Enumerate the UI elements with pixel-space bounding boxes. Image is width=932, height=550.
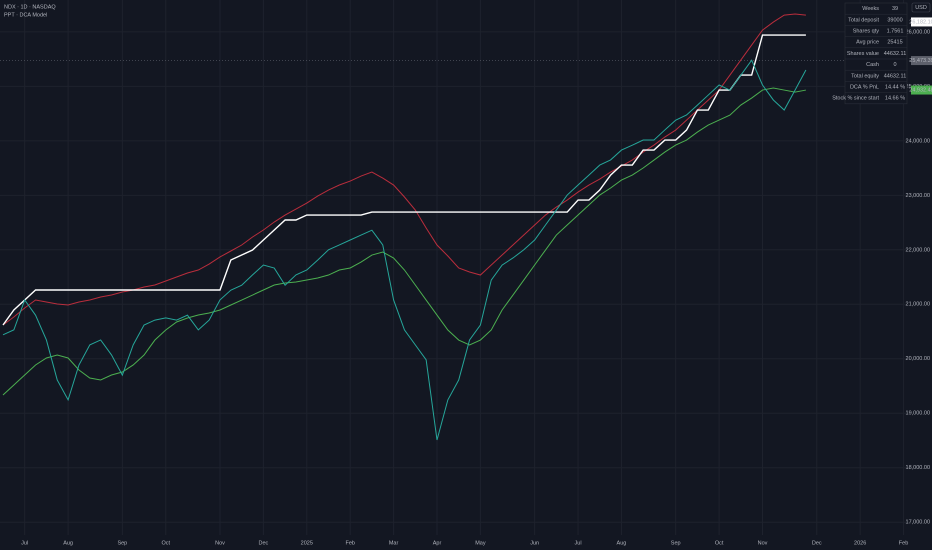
x-tick-label: Jun — [530, 540, 539, 546]
x-tick-label: Nov — [758, 540, 768, 546]
table-value: 39 — [892, 6, 898, 12]
x-tick-label: Aug — [617, 540, 627, 546]
x-tick-label: Apr — [433, 540, 442, 546]
y-tick-label: 22,000.00 — [906, 247, 930, 253]
price-tag-label: 24,932.48 — [909, 87, 932, 93]
stats-table — [844, 2, 908, 105]
x-tick-label: May — [475, 540, 486, 546]
table-label: Total deposit — [848, 17, 879, 23]
x-tick-label: Oct — [715, 540, 724, 546]
x-tick-label: Jul — [21, 540, 28, 546]
table-label: DCA % PnL — [850, 84, 879, 90]
x-tick-label: Dec — [259, 540, 269, 546]
x-tick-label: Dec — [812, 540, 822, 546]
y-tick-label: 19,000.00 — [906, 411, 930, 417]
currency: USD — [915, 5, 927, 11]
series-line — [2, 87, 806, 396]
table-label: Stock % since start — [832, 96, 879, 102]
table-value: 14.66 % — [885, 96, 905, 102]
series-line — [2, 13, 806, 326]
x-tick-label: Feb — [899, 540, 908, 546]
currency-box — [911, 2, 931, 13]
table-label: Weeks — [862, 6, 879, 12]
y-tick-label: 20,000.00 — [906, 356, 930, 362]
series-line — [2, 59, 807, 441]
indicator-header: PPT · DCA Model — [4, 12, 47, 18]
y-tick-label: 26,000.00 — [906, 29, 930, 35]
table-label: Avg price — [856, 40, 879, 46]
x-tick-label: 2026 — [854, 540, 866, 546]
table-label: Total equity — [851, 73, 879, 79]
price-tag-label: 26,182.10 — [909, 19, 932, 25]
table-value: 0 — [893, 62, 896, 68]
price-tag — [911, 85, 932, 95]
table-label: Cash — [866, 62, 879, 68]
y-tick-label: 23,000.00 — [906, 193, 930, 199]
table-label: Shares qty — [853, 28, 880, 34]
x-tick-label: Mar — [389, 540, 399, 546]
price-tag — [911, 56, 932, 66]
price-tag-label: 25,473.39 — [909, 58, 932, 64]
x-tick-label: 2025 — [301, 540, 313, 546]
symbol-header: NDX · 1D · NASDAQ — [4, 4, 56, 10]
table-value: 25415 — [887, 40, 902, 46]
x-tick-label: Sep — [671, 540, 681, 546]
x-tick-label: Oct — [161, 540, 170, 546]
table-value: 14.44 % — [885, 84, 905, 90]
table-value: 1.7561 — [887, 28, 904, 34]
table-value: 39000 — [887, 17, 902, 23]
x-tick-label: Sep — [117, 540, 127, 546]
y-tick-label: 17,000.00 — [906, 520, 930, 526]
y-tick-label: 21,000.00 — [906, 302, 930, 308]
x-tick-label: Aug — [63, 540, 73, 546]
table-value: 44632.11 — [884, 51, 907, 57]
price-axis — [910, 0, 932, 550]
table-label: Shares value — [847, 51, 879, 57]
table-value: 44632.11 — [884, 73, 907, 79]
x-tick-label: Jul — [575, 540, 582, 546]
x-tick-label: Feb — [345, 540, 354, 546]
y-tick-label: 18,000.00 — [906, 465, 930, 471]
y-tick-label: 24,000.00 — [906, 138, 930, 144]
x-tick-label: Nov — [215, 540, 225, 546]
price-tag — [911, 17, 932, 27]
series-line — [2, 34, 806, 326]
